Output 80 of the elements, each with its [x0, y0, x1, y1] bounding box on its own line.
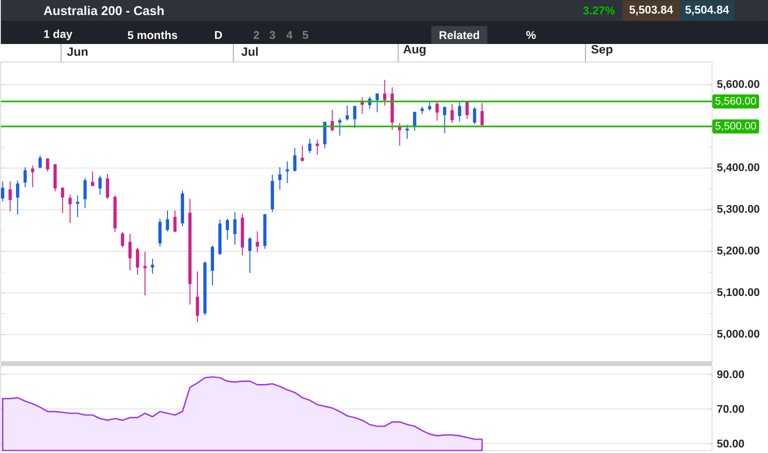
candlestick [1, 181, 4, 202]
y-tick-label: 5,300.00 [717, 205, 760, 215]
candlestick [466, 101, 469, 120]
text: 2 [254, 31, 260, 40]
candlestick [413, 111, 416, 132]
candlestick [472, 107, 476, 125]
candlestick [406, 124, 409, 140]
candlestick [31, 165, 34, 188]
candlestick [106, 174, 110, 200]
text: 5 months [128, 31, 178, 40]
candlestick [443, 106, 446, 134]
candlestick [136, 248, 140, 276]
y-tick-label: 5,400.00 [717, 164, 760, 174]
text: 5 [302, 31, 308, 40]
candlestick [68, 194, 72, 224]
candlestick [90, 171, 94, 188]
candlestick [173, 210, 177, 233]
candlestick [480, 102, 484, 126]
y-tick-label: 70.00 [717, 405, 744, 414]
candlestick [83, 178, 87, 209]
text: % [526, 31, 536, 40]
x-tick-label: Jul [241, 47, 258, 56]
ref-line-label: 5,500.00 [715, 122, 756, 132]
candlestick [330, 110, 334, 132]
candlestick [38, 155, 42, 169]
candlestick [383, 80, 386, 106]
y-tick-label: 5,600.00 [717, 80, 760, 90]
candlestick [308, 138, 312, 154]
text: D [215, 31, 222, 40]
candlestick [143, 252, 147, 296]
x-tick-label: Sep [591, 45, 612, 56]
candlestick [46, 158, 50, 172]
y-tick-label: 5,100.00 [717, 288, 760, 298]
text: 1 day [44, 30, 72, 40]
candlestick [248, 236, 252, 274]
candlestick [458, 102, 462, 122]
candlestick [376, 92, 379, 113]
candlestick [226, 218, 230, 240]
candlestick [346, 105, 349, 122]
text: 5,503.84 [629, 6, 674, 16]
candlestick [196, 271, 200, 323]
text: 3 [269, 31, 276, 40]
candlestick [428, 101, 432, 112]
y-tick-label: 90.00 [717, 370, 744, 378]
text: 3.27% [583, 6, 615, 15]
y-tick-label: 5,000.00 [717, 330, 760, 340]
x-tick-label: Jun [67, 48, 88, 56]
candlestick [8, 181, 12, 212]
candlestick [436, 102, 439, 122]
candlestick [316, 140, 319, 156]
candlestick [76, 195, 80, 218]
candlestick [166, 210, 170, 232]
candlestick [61, 186, 64, 214]
candlestick [54, 164, 57, 192]
candlestick [256, 231, 259, 253]
candlestick [323, 121, 326, 149]
candlestick [120, 232, 124, 248]
candlestick [278, 167, 282, 190]
x-tick-label: Aug [403, 45, 426, 56]
candlestick [98, 175, 102, 196]
candlestick [450, 104, 454, 124]
y-tick-label: 50.00 [717, 440, 744, 448]
candlestick [128, 234, 132, 272]
candlestick [150, 258, 154, 274]
y-tick-label: 5,200.00 [717, 246, 760, 256]
candlestick [233, 212, 237, 246]
ref-line-label: 5,560.00 [715, 97, 756, 106]
candlestick [210, 245, 214, 286]
candlestick [16, 180, 20, 216]
candlestick [338, 118, 342, 136]
candlestick [353, 105, 356, 129]
candlestick [293, 148, 296, 172]
text: Related [440, 31, 480, 40]
candlestick [286, 161, 289, 184]
chart-title: Australia 200 - Cash [44, 6, 164, 16]
candlestick [24, 167, 27, 188]
candlestick [158, 218, 162, 248]
candlestick [300, 145, 304, 162]
text: 4 [286, 31, 292, 40]
text: 5,504.84 [685, 6, 730, 16]
